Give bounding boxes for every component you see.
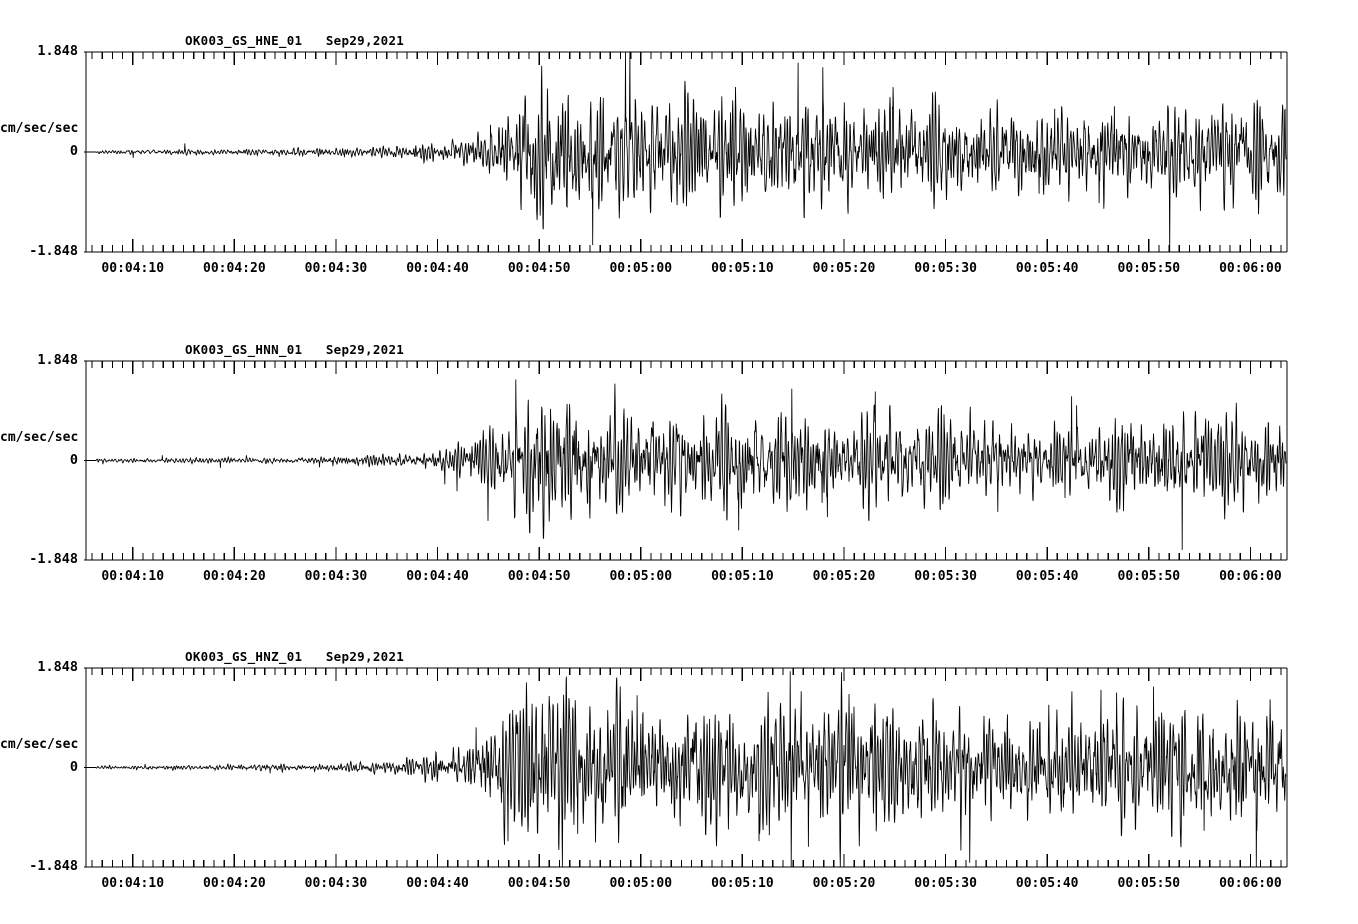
- x-axis-tick-label: 00:05:50: [1117, 261, 1181, 276]
- panel-title-hnn: OK003_GS_HNN_01 Sep29,2021: [185, 342, 405, 357]
- plot-area-hnn: [84, 360, 1288, 561]
- x-axis-tick-label: 00:05:40: [1015, 569, 1079, 584]
- x-axis-tick-label: 00:04:50: [507, 261, 571, 276]
- x-axis-ticks: [91, 52, 1282, 252]
- panel-title-hnz: OK003_GS_HNZ_01 Sep29,2021: [185, 649, 405, 664]
- x-axis-tick-label: 00:05:00: [609, 261, 673, 276]
- x-axis-tick-label: 00:04:20: [203, 876, 266, 891]
- x-axis-tick-label: 00:05:30: [914, 261, 977, 276]
- x-axis-tick-label: 00:05:40: [1015, 261, 1079, 276]
- y-axis-min-label: -1.848: [29, 551, 78, 567]
- x-axis-tick-label: 00:04:20: [203, 261, 266, 276]
- plot-area-hnz: [84, 667, 1288, 868]
- y-axis-min-label: -1.848: [29, 858, 78, 874]
- y-axis-zero-label: 0: [69, 143, 78, 159]
- x-axis-tick-label: 00:05:30: [914, 876, 977, 891]
- y-axis-zero-label: 0: [69, 451, 78, 468]
- x-axis-tick-label: 00:04:10: [101, 876, 165, 891]
- x-axis-tick-label: 00:04:40: [406, 569, 469, 584]
- waveform-trace-hne: [95, 51, 1287, 253]
- y-axis-units-label: cm/sec/sec: [0, 121, 79, 136]
- x-axis-tick-label: 00:04:40: [406, 876, 469, 891]
- x-axis-tick-label: 00:04:50: [507, 876, 571, 891]
- x-axis-tick-label: 00:04:10: [101, 261, 165, 276]
- y-axis-ticks: [84, 360, 96, 561]
- y-axis-units-label: cm/sec/sec: [0, 736, 79, 752]
- waveform-trace-hnn: [95, 379, 1287, 550]
- waveform-trace-hnz: [95, 671, 1287, 868]
- x-axis-tick-label: 00:04:40: [406, 261, 469, 276]
- x-axis-tick-label: 00:05:00: [609, 876, 673, 891]
- x-axis-tick-label: 00:06:00: [1219, 876, 1282, 891]
- x-axis-tick-label: 00:05:40: [1015, 876, 1079, 891]
- x-axis-tick-label: 00:05:10: [711, 569, 774, 584]
- x-axis-tick-label: 00:05:20: [812, 261, 876, 276]
- x-axis-tick-label: 00:05:00: [609, 569, 673, 584]
- x-axis-tick-label: 00:04:20: [203, 569, 266, 584]
- x-axis-tick-label: 00:06:00: [1219, 569, 1282, 584]
- x-axis-tick-label: 00:05:30: [914, 569, 977, 584]
- y-axis-max-label: 1.848: [37, 659, 78, 675]
- y-axis-max-label: 1.848: [37, 352, 78, 368]
- x-axis-tick-label: 00:05:20: [812, 876, 876, 891]
- y-axis-max-label: 1.848: [37, 43, 78, 59]
- x-axis-tick-label: 00:04:30: [304, 876, 368, 891]
- x-axis-tick-label: 00:04:30: [304, 569, 368, 584]
- x-axis-tick-label: 00:04:30: [304, 261, 368, 276]
- plot-area-hne: [84, 51, 1288, 253]
- x-axis-tick-label: 00:04:50: [507, 569, 571, 584]
- x-axis-tick-label: 00:05:50: [1117, 569, 1181, 584]
- panel-title-hne: OK003_GS_HNE_01 Sep29,2021: [185, 33, 405, 48]
- x-axis-tick-label: 00:05:10: [711, 876, 774, 891]
- x-axis-ticks: [91, 668, 1282, 867]
- x-axis-tick-label: 00:05:10: [711, 261, 774, 276]
- y-axis-units-label: cm/sec/sec: [0, 429, 79, 445]
- x-axis-tick-label: 00:05:50: [1117, 876, 1181, 891]
- y-axis-zero-label: 0: [69, 758, 78, 775]
- y-axis-min-label: -1.848: [29, 243, 78, 259]
- x-axis-ticks: [91, 361, 1282, 560]
- x-axis-tick-label: 00:05:20: [812, 569, 876, 584]
- y-axis-ticks: [84, 667, 96, 868]
- x-axis-tick-label: 00:04:10: [101, 569, 165, 584]
- x-axis-tick-label: 00:06:00: [1219, 261, 1282, 276]
- y-axis-ticks: [84, 51, 96, 253]
